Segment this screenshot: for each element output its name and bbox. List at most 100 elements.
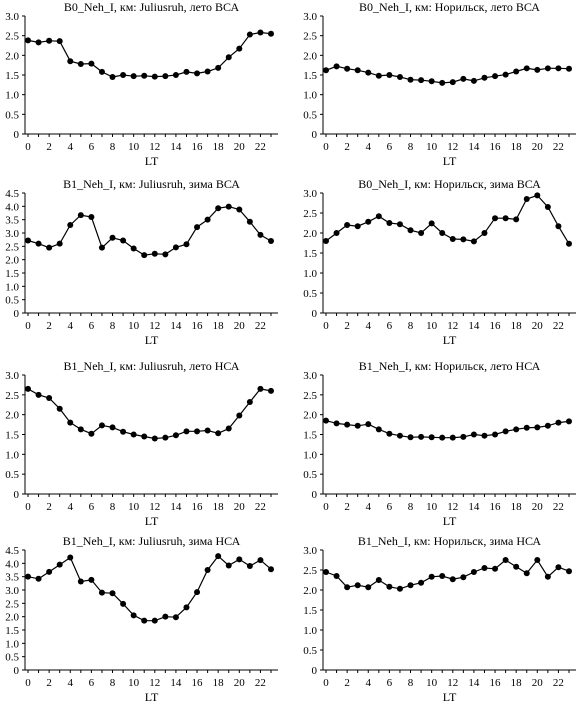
y-tick-label: 0 — [312, 665, 318, 677]
y-tick-label: 0 — [14, 665, 20, 677]
series-line — [325, 558, 570, 590]
data-point — [67, 554, 74, 561]
data-point — [151, 250, 158, 257]
data-point — [323, 417, 329, 424]
data-point — [151, 435, 158, 442]
data-point — [257, 557, 264, 564]
data-point — [236, 206, 243, 213]
data-point — [333, 230, 340, 236]
y-tick-label: 1.0 — [303, 449, 317, 461]
x-tick-label: 8 — [408, 141, 414, 153]
data-point — [449, 576, 456, 583]
y-tick-label: 3.0 — [303, 370, 317, 382]
data-point — [215, 430, 222, 437]
data-point — [492, 215, 499, 222]
chart-title: B0_Neh_I, км: Норильск, лето ВСА — [359, 0, 540, 14]
data-point — [236, 45, 243, 52]
x-tick-label: 6 — [89, 501, 95, 513]
data-point — [386, 220, 393, 226]
data-point — [130, 431, 137, 438]
x-tick-label: 16 — [490, 320, 502, 332]
data-point — [56, 38, 63, 45]
data-point — [172, 244, 179, 251]
x-tick-label: 16 — [192, 677, 204, 689]
x-tick-label: 16 — [490, 677, 502, 689]
x-tick-label: 2 — [46, 141, 52, 153]
data-point — [246, 398, 253, 405]
data-point — [46, 395, 53, 402]
y-tick-label: 2.0 — [303, 410, 317, 422]
data-point — [141, 617, 148, 624]
data-point — [236, 556, 243, 563]
x-tick-label: 10 — [128, 320, 140, 332]
data-point — [481, 432, 488, 439]
y-tick-label: 1.5 — [5, 625, 19, 637]
y-tick-label: 1.0 — [303, 90, 317, 102]
x-tick-label: 12 — [149, 677, 160, 689]
chart-panel-8: B1_Neh_I, км: Норильск, зима НСА 0 0.5 1.0 1… — [303, 534, 576, 704]
data-point — [225, 562, 232, 569]
data-point — [460, 75, 467, 82]
x-tick-label: 12 — [447, 141, 458, 153]
data-point — [194, 70, 201, 77]
data-point — [428, 573, 435, 580]
x-tick-label: 10 — [128, 141, 140, 153]
x-tick-label: 18 — [511, 501, 523, 513]
y-tick-label: 1.0 — [5, 90, 19, 102]
data-point — [523, 196, 530, 202]
data-point — [109, 424, 116, 431]
y-tick-label: 1.5 — [303, 248, 317, 260]
data-point — [88, 576, 95, 583]
y-tick-label: 2.5 — [5, 598, 19, 610]
x-tick-label: 20 — [234, 677, 246, 689]
x-tick-label: 2 — [344, 501, 350, 513]
data-point — [481, 230, 488, 236]
x-tick-label: 8 — [110, 320, 116, 332]
data-point — [257, 385, 264, 392]
x-tick-label: 0 — [323, 141, 329, 153]
chart-panel-7: B1_Neh_I, км: Juliusruh, зима НСА00.51.0… — [5, 534, 278, 704]
data-point — [354, 67, 361, 74]
y-tick-label: 3.0 — [5, 585, 19, 597]
x-tick-label: 4 — [366, 677, 372, 689]
chart-panel-4: B0_Neh_I, км: Норильск, зима ВСА 0 0.5 1.0 1… — [303, 177, 576, 347]
data-point — [470, 431, 477, 438]
data-point — [375, 213, 382, 220]
data-point — [25, 237, 31, 244]
x-axis-label: LT — [443, 154, 457, 168]
chart-title: B1_Neh_I, км: Juliusruh, лето НСА — [64, 359, 240, 373]
data-point — [396, 432, 403, 439]
data-point — [172, 72, 179, 78]
data-point — [418, 433, 425, 440]
data-point — [183, 428, 190, 435]
data-point — [460, 433, 467, 440]
data-point — [194, 589, 201, 596]
series-line — [27, 555, 272, 622]
chart-panel-3: B1_Neh_I, км: Juliusruh, зима ВСА00.51.0… — [5, 177, 278, 347]
x-tick-label: 22 — [255, 320, 266, 332]
data-point — [365, 421, 372, 428]
data-point — [428, 220, 435, 227]
y-tick-label: 2.0 — [303, 228, 317, 240]
data-point — [215, 64, 222, 71]
data-point — [35, 391, 42, 398]
data-point — [449, 79, 456, 86]
y-tick-label: 0 — [14, 489, 20, 501]
data-point — [98, 589, 105, 596]
data-point — [257, 231, 264, 238]
data-point — [513, 216, 520, 223]
data-point — [162, 613, 169, 620]
x-axis-label: LT — [145, 333, 159, 347]
data-point — [534, 66, 541, 73]
data-point — [386, 430, 393, 437]
x-tick-label: 10 — [426, 501, 438, 513]
data-point — [56, 405, 63, 412]
y-tick-label: 1.0 — [5, 281, 19, 293]
data-point — [534, 557, 541, 563]
y-tick-label: 4.5 — [5, 188, 19, 200]
x-tick-label: 18 — [511, 677, 523, 689]
data-point — [120, 428, 127, 435]
data-point — [215, 205, 222, 212]
data-point — [354, 422, 361, 429]
x-tick-label: 4 — [366, 501, 372, 513]
